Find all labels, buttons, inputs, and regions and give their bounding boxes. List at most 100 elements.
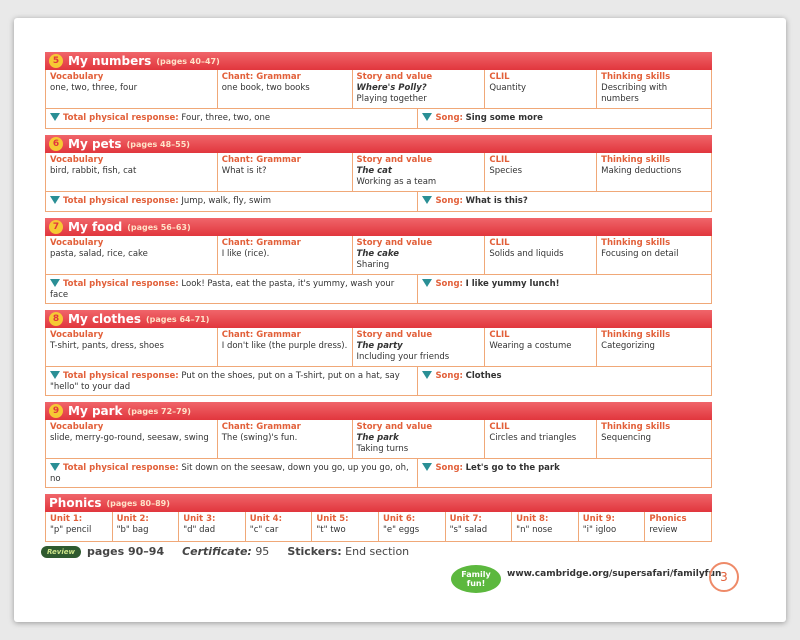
cell-text: Wearing a costume	[489, 341, 572, 351]
unit-cells: Vocabulary T-shirt, pants, dress, shoes Ch…	[45, 328, 712, 367]
song-label: Song:	[435, 463, 463, 473]
column-label: Story and value	[356, 72, 433, 82]
phonics-sound: "d" dad	[183, 525, 216, 535]
column-label: Thinking skills	[601, 155, 671, 165]
cell: Chant: Grammar The (swing)'s fun.	[217, 420, 353, 459]
icon	[50, 279, 60, 287]
cell-text: slide, merry-go-round, seesaw, swing	[50, 433, 209, 443]
unit-header: 5 My numbers (pages 40–47)	[45, 52, 712, 70]
icon	[50, 113, 60, 121]
cell: CLIL Solids and liquids	[485, 236, 598, 275]
icon	[422, 463, 433, 471]
unit-cells: Vocabulary slide, merry-go-round, seesaw,…	[45, 420, 712, 459]
phonics-unit: Unit 9:	[582, 514, 615, 524]
activity-row: Total physical response: Look! Pasta, ea…	[45, 275, 712, 304]
cell: Thinking skills Making deductions	[597, 153, 712, 192]
cell-text: one, two, three, four	[50, 83, 138, 93]
song-text: Clothes	[465, 371, 502, 381]
column-label: Vocabulary	[50, 330, 104, 340]
tpr-label: Total physical response:	[63, 463, 179, 473]
activity-row: Total physical response: Four, three, tw…	[45, 109, 712, 129]
activity-row: Total physical response: Jump, walk, fly…	[45, 192, 712, 212]
unit: 7 My food (pages 56–63) Vocabulary pasta, sa…	[45, 218, 712, 304]
cell: Vocabulary bird, rabbit, fish, cat	[46, 153, 218, 192]
column-label: Vocabulary	[50, 422, 104, 432]
cell-text: Solids and liquids	[489, 249, 564, 259]
song-cell: Song: Let's go to the park	[418, 459, 712, 488]
icon	[50, 196, 60, 204]
tpr-cell: Total physical response: Sit down on the…	[46, 459, 419, 488]
cell-text: Sequencing	[601, 433, 651, 443]
page-number: 3	[709, 562, 739, 592]
song-text: Let's go to the park	[465, 463, 560, 473]
cell-text: I like (rice).	[221, 249, 270, 259]
phonics-sound: "c" car	[249, 525, 279, 535]
song-cell: Song: I like yummy lunch!	[418, 275, 712, 304]
tpr-text: Four, three, two, one	[181, 113, 271, 123]
unit-cells: Vocabulary pasta, salad, rice, cake Chant:…	[45, 236, 712, 275]
cell-text: Sharing	[356, 260, 390, 270]
url: www.cambridge.org/supersafari/familyfun	[507, 569, 722, 579]
cell-text: Species	[489, 166, 523, 176]
phonics-cell: Phonics review	[645, 512, 712, 542]
unit-number: 8	[49, 312, 63, 326]
icon	[50, 463, 60, 471]
column-label: Story and value	[356, 238, 433, 248]
cell: Story and value The party Including your f…	[352, 328, 486, 367]
tpr-text: Jump, walk, fly, swim	[181, 196, 272, 206]
tpr-label: Total physical response:	[63, 113, 179, 123]
tpr-cell: Total physical response: Jump, walk, fly…	[46, 192, 419, 212]
cell: Story and value The park Taking turns	[352, 420, 486, 459]
column-label: Vocabulary	[50, 155, 104, 165]
icon	[422, 371, 433, 379]
cell: Chant: Grammar I don't like (the purple d…	[217, 328, 353, 367]
footer: Review pages 90–94 Certificate: 95 Stick…	[41, 545, 409, 558]
unit-title: Phonics	[49, 496, 102, 510]
phonics-unit: Unit 5:	[316, 514, 349, 524]
unit-header: 8 My clothes (pages 64–71)	[45, 310, 712, 328]
unit-number: 7	[49, 220, 63, 234]
unit-cells: Vocabulary one, two, three, four Chant: Gr…	[45, 70, 712, 109]
tpr-text: Sit down on the seesaw, down you go, up …	[50, 463, 409, 484]
song-label: Song:	[435, 113, 463, 123]
review-badge: Review	[41, 545, 81, 558]
tpr-label: Total physical response:	[63, 196, 179, 206]
cell-text: Focusing on detail	[601, 249, 679, 259]
unit: 9 My park (pages 72–79) Vocabulary slide, me…	[45, 402, 712, 488]
column-label: CLIL	[489, 330, 510, 340]
content: 5 My numbers (pages 40–47) Vocabulary one, t…	[45, 52, 712, 548]
phonics-cell: Unit 6: "e" eggs	[378, 512, 446, 542]
unit-title: My clothes	[68, 312, 141, 326]
song-cell: Song: Sing some more	[418, 109, 712, 129]
column-label: Story and value	[356, 155, 433, 165]
song-text: I like yummy lunch!	[465, 279, 560, 289]
cell: Chant: Grammar one book, two books	[217, 70, 353, 109]
cell-text: Categorizing	[601, 341, 655, 351]
cell: Vocabulary T-shirt, pants, dress, shoes	[46, 328, 218, 367]
unit-header: Phonics (pages 80–89)	[45, 494, 712, 512]
phonics: Phonics (pages 80–89) Unit 1: "p" pencil Uni…	[45, 494, 712, 542]
cell-text: Making deductions	[601, 166, 682, 176]
phonics-cell: Unit 2: "b" bag	[112, 512, 180, 542]
unit-pages: (pages 64–71)	[145, 314, 210, 324]
phonics-cell: Unit 1: "p" pencil	[46, 512, 113, 542]
cell: Chant: Grammar I like (rice).	[217, 236, 353, 275]
phonics-cell: Unit 8: "n" nose	[512, 512, 579, 542]
cell-text: one book, two books	[221, 83, 310, 93]
column-label: Story and value	[356, 422, 433, 432]
column-label: Story and value	[356, 330, 433, 340]
song-cell: Song: Clothes	[418, 367, 712, 396]
unit-pages: (pages 80–89)	[106, 498, 170, 508]
phonics-sound: review	[649, 525, 678, 535]
column-label: Thinking skills	[601, 72, 671, 82]
unit-pages: (pages 40–47)	[156, 56, 220, 66]
cell-text: Describing with numbers	[601, 83, 668, 104]
cell: Vocabulary pasta, salad, rice, cake	[46, 236, 218, 275]
unit-header: 7 My food (pages 56–63)	[45, 218, 712, 236]
cell: Thinking skills Categorizing	[597, 328, 712, 367]
phonics-sound: "t" two	[316, 525, 346, 535]
phonics-cell: Unit 9: "i" igloo	[578, 512, 646, 542]
cell-text: The party	[356, 341, 403, 351]
column-label: Vocabulary	[50, 238, 104, 248]
